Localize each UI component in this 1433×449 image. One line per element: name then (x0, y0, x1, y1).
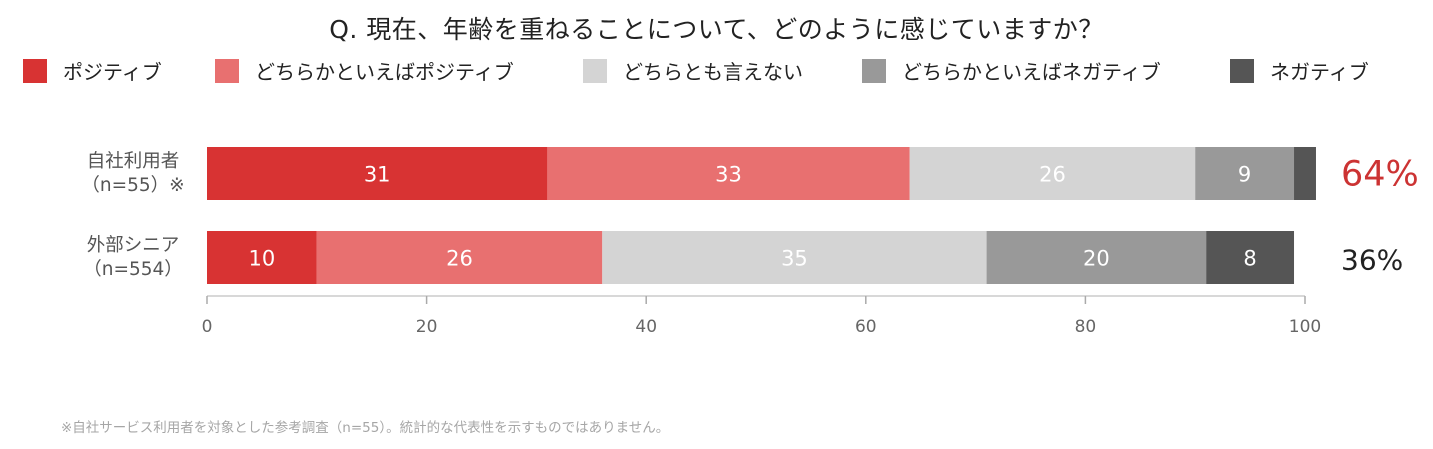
data-label-2-4: 20 (1083, 247, 1110, 271)
bar-segment-1-3 (909, 147, 1196, 200)
bar-segment-1-1 (207, 147, 548, 200)
category-label-2-line1: 外部シニア (87, 235, 180, 256)
data-label-2-3: 35 (781, 247, 808, 271)
bar-segment-2-2 (316, 231, 603, 284)
footnote: ※自社サービス利用者を対象とした参考調査（n=55）。統計的な代表性を示すもので… (61, 420, 670, 436)
total-label-2: 36% (1341, 244, 1403, 277)
data-label-1-1: 31 (364, 163, 391, 187)
legend-swatch-somewhat-positive (215, 58, 239, 83)
data-label-2-5: 8 (1243, 247, 1256, 271)
legend-swatch-somewhat-negative (862, 58, 886, 83)
legend-label-neutral: どちらとも言えない (623, 60, 803, 84)
bar-segment-1-2 (547, 147, 910, 200)
legend: ポジティブ どちらかといえばポジティブ どちらとも言えない どちらかといえばネガ… (0, 56, 1433, 86)
x-tick-label-6: 100 (1289, 317, 1321, 337)
bar-segment-1-4 (1195, 147, 1295, 200)
legend-item-positive: ポジティブ (23, 56, 162, 85)
legend-item-somewhat-negative: どちらかといえばネガティブ (862, 56, 1161, 85)
data-label-2-1: 10 (249, 247, 276, 271)
x-tick-label-5: 80 (1075, 317, 1097, 337)
x-tick-label-3: 40 (635, 317, 657, 337)
data-label-1-2: 33 (715, 163, 742, 187)
legend-item-neutral: どちらとも言えない (583, 56, 803, 85)
legend-item-somewhat-positive: どちらかといえばポジティブ (215, 56, 514, 85)
x-tick-label-1: 0 (202, 317, 213, 337)
category-label-1-line2: （n=55）※ (81, 175, 184, 196)
total-label-1: 64% (1341, 155, 1419, 195)
legend-swatch-negative (1230, 58, 1254, 83)
legend-label-somewhat-negative: どちらかといえばネガティブ (902, 60, 1161, 84)
data-label-2-2: 26 (446, 247, 473, 271)
legend-swatch-positive (23, 58, 47, 83)
bar-segment-2-1 (207, 231, 317, 284)
legend-item-negative: ネガティブ (1230, 56, 1369, 85)
data-label-1-3: 26 (1039, 163, 1066, 187)
x-tick-label-4: 60 (855, 317, 877, 337)
bar-segment-2-4 (986, 231, 1207, 284)
bar-segment-1-5 (1294, 147, 1316, 200)
category-label-1-line1: 自社利用者 (87, 151, 180, 172)
data-label-1-4: 9 (1238, 163, 1251, 187)
category-label-2-line2: （n=554） (83, 259, 183, 280)
bar-segment-2-3 (602, 231, 987, 284)
legend-label-positive: ポジティブ (63, 60, 162, 84)
legend-label-negative: ネガティブ (1270, 60, 1369, 84)
legend-label-somewhat-positive: どちらかといえばポジティブ (255, 60, 514, 84)
legend-swatch-neutral (583, 58, 607, 83)
bar-segment-2-5 (1206, 231, 1295, 284)
chart-title: Q. 現在、年齢を重ねることについて、どのように感じていますか？ (329, 15, 1104, 44)
x-tick-label-2: 20 (416, 317, 438, 337)
